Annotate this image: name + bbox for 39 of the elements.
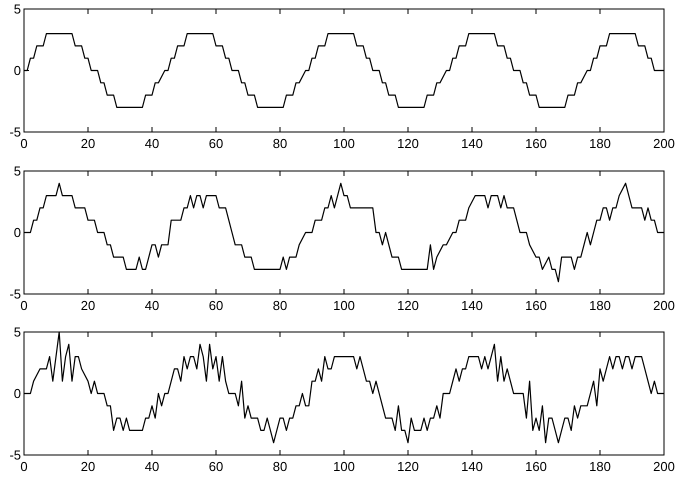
x-tick-label: 120 <box>397 459 419 474</box>
x-tick-label: 160 <box>525 136 547 151</box>
y-tick-label: 0 <box>14 386 21 402</box>
x-tick-label: 100 <box>333 298 355 313</box>
x-tick-label: 120 <box>397 136 419 151</box>
x-tick-label: 180 <box>589 136 611 151</box>
y-tick-label: 0 <box>14 225 21 240</box>
x-tick-label: 80 <box>272 459 288 474</box>
y-tick-label: -5 <box>9 124 21 140</box>
x-tick-label: 80 <box>272 136 288 151</box>
y-tick-label: 5 <box>14 324 21 340</box>
x-tick-label: 200 <box>653 459 675 474</box>
x-tick-label: 20 <box>80 459 96 474</box>
x-tick-label: 200 <box>653 136 675 151</box>
x-tick-label: 140 <box>461 298 483 313</box>
x-tick-label: 140 <box>461 136 483 151</box>
x-tick-label: 120 <box>397 298 419 313</box>
x-tick-label: 20 <box>80 298 96 313</box>
x-tick-label: 40 <box>144 136 160 151</box>
y-tick-label: -5 <box>9 448 21 463</box>
x-tick-label: 60 <box>208 298 224 313</box>
x-tick-label: 80 <box>272 298 288 313</box>
x-tick-label: 160 <box>525 298 547 313</box>
x-tick-label: 40 <box>144 298 160 313</box>
x-tick-label: 100 <box>333 459 355 474</box>
y-tick-label: 0 <box>14 63 21 78</box>
x-tick-label: 100 <box>333 136 355 151</box>
x-tick-label: 180 <box>589 459 611 474</box>
x-tick-label: 200 <box>653 298 675 313</box>
x-tick-label: 180 <box>589 298 611 313</box>
y-tick-label: 5 <box>14 164 21 179</box>
x-tick-label: 160 <box>525 459 547 474</box>
x-tick-label: 140 <box>461 459 483 474</box>
x-tick-label: 60 <box>208 136 224 151</box>
y-tick-label: 5 <box>14 2 21 17</box>
x-tick-label: 40 <box>144 459 160 474</box>
x-tick-label: 60 <box>208 459 224 474</box>
x-tick-label: 20 <box>80 136 96 151</box>
y-tick-label: -5 <box>9 286 21 302</box>
